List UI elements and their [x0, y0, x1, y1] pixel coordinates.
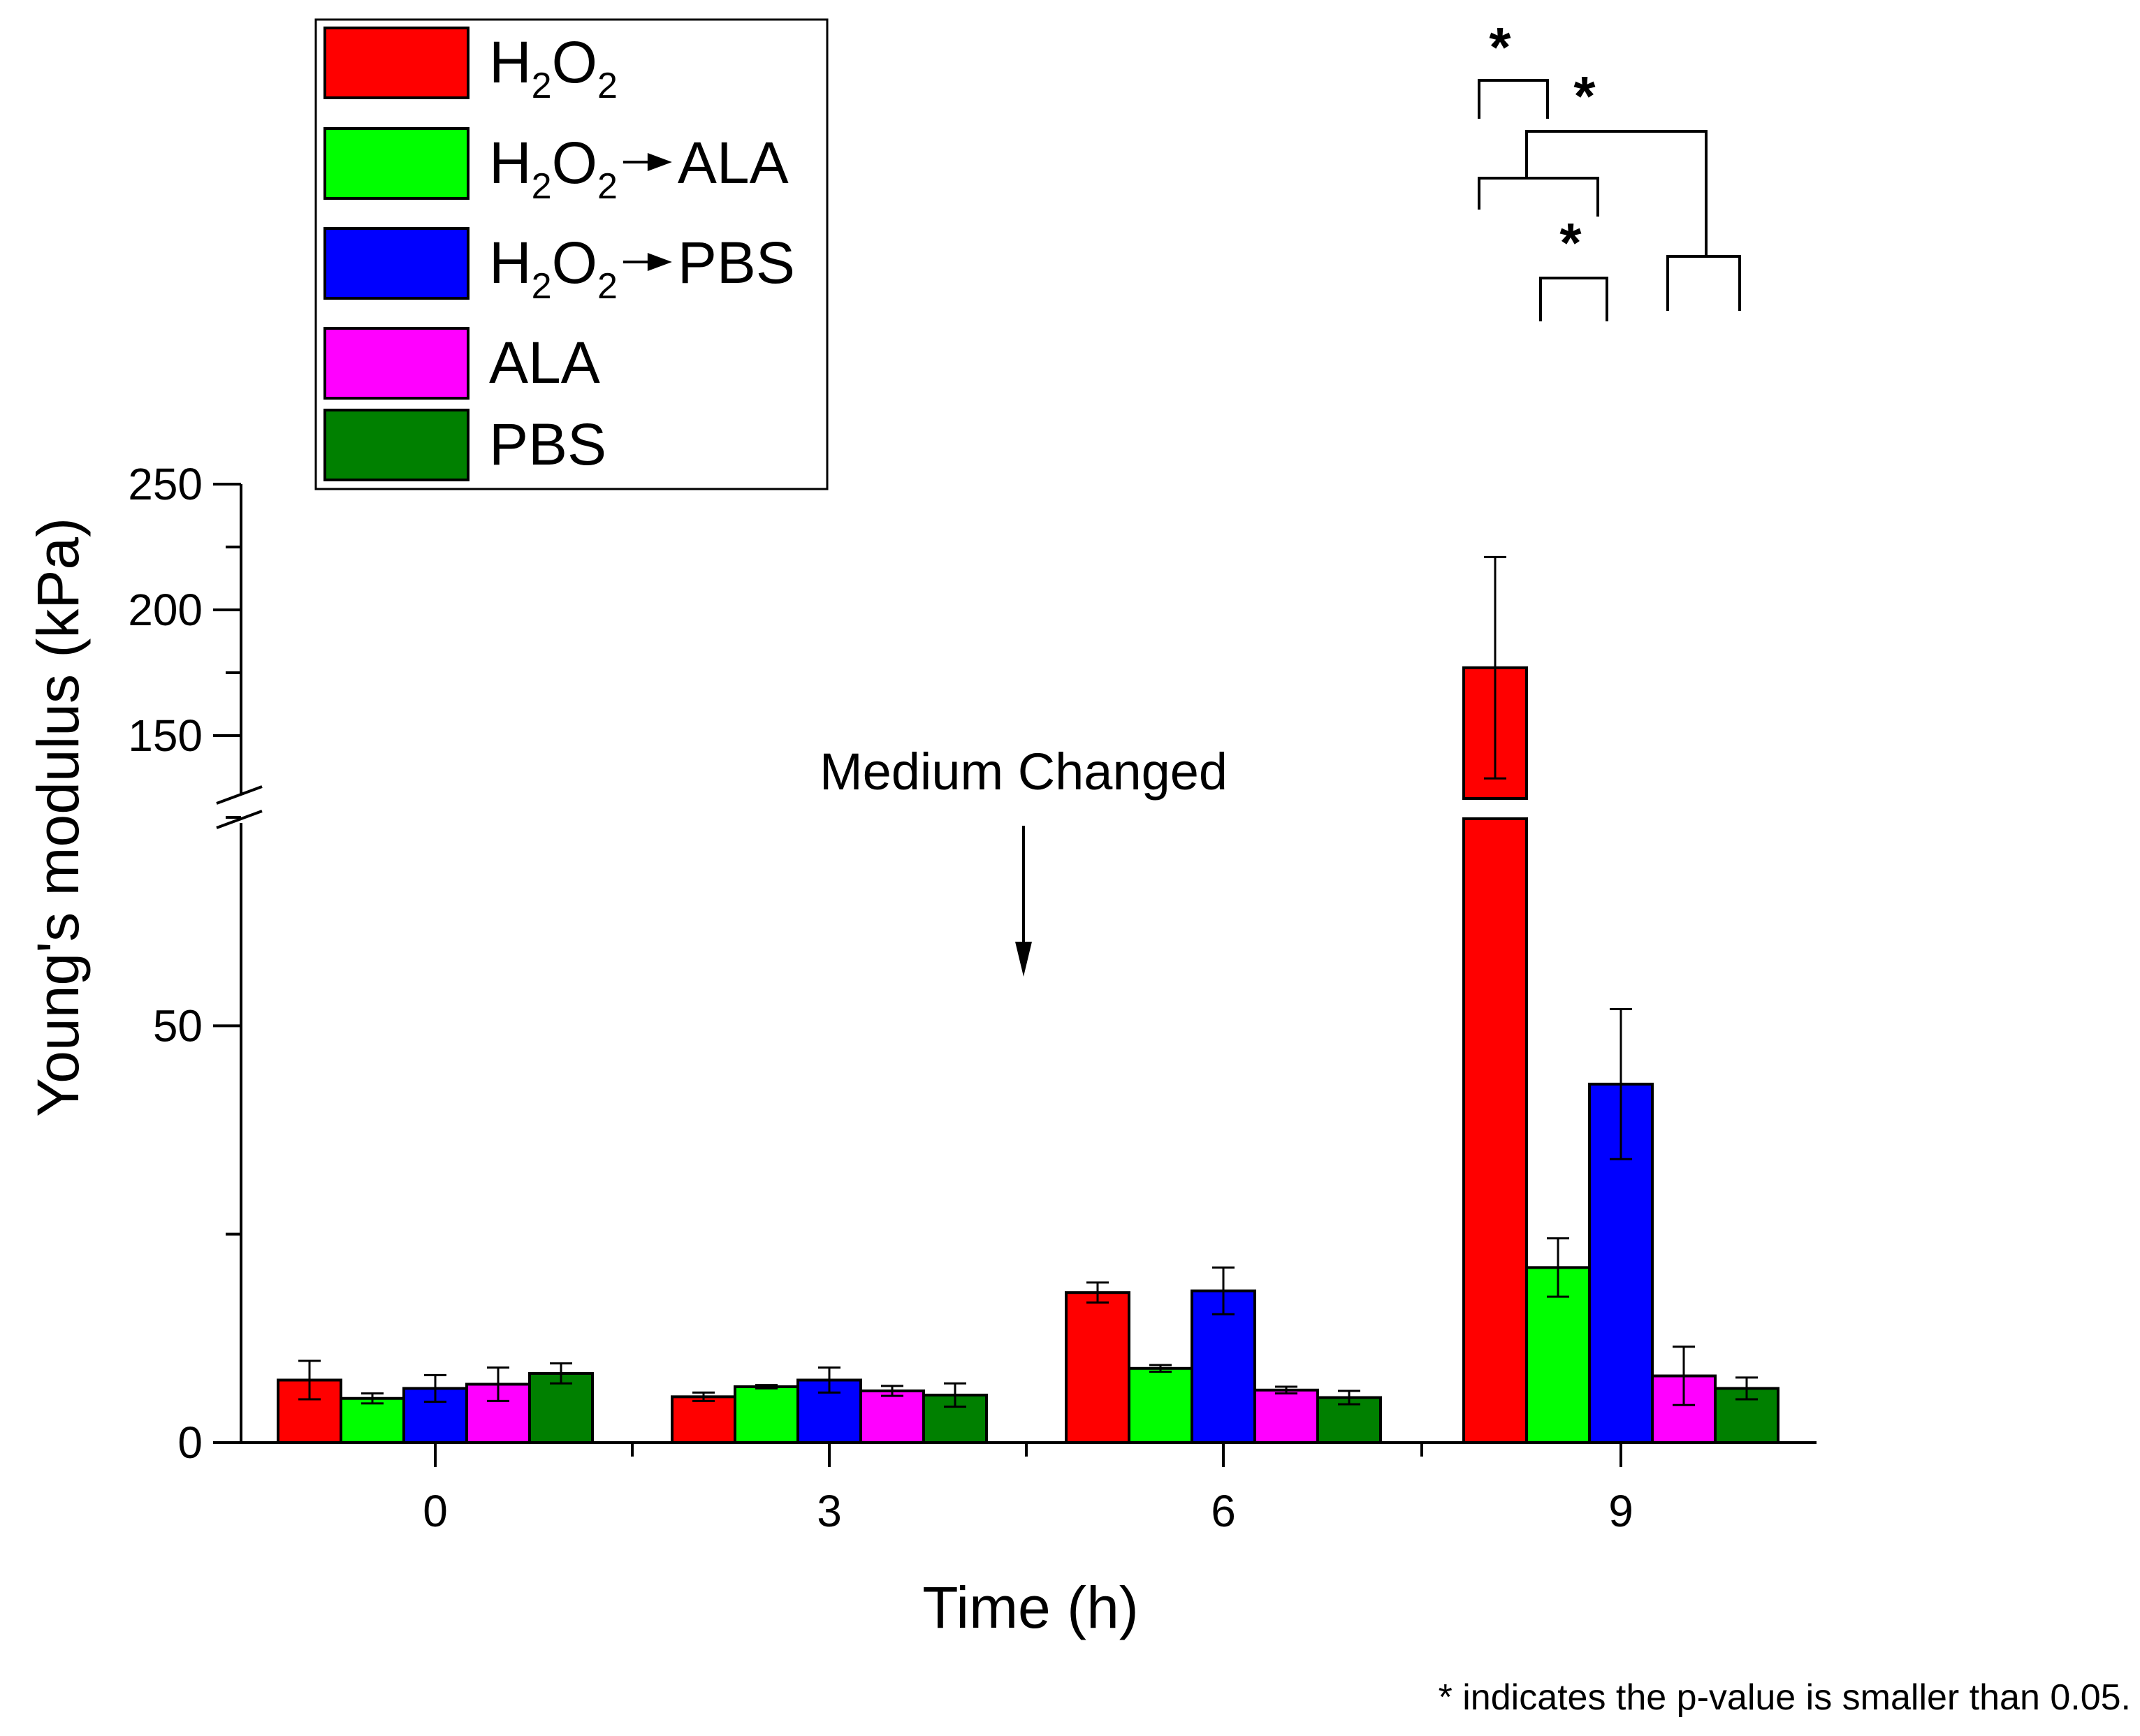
significance-star-2: *	[1573, 65, 1596, 127]
legend-label-H2O2: H2O2	[489, 29, 618, 106]
legend-swatch-H2O2→ALA	[323, 127, 470, 200]
bar-H2O2→ALA-3	[734, 1385, 799, 1444]
bar-H2O2→PBS-6	[1191, 1289, 1256, 1445]
legend-swatch-H2O2	[323, 27, 470, 99]
legend-label-PBS: PBS	[489, 411, 606, 477]
x-tick-label-0: 0	[423, 1486, 448, 1536]
legend-label-H2O2→ALA: H2O2	[489, 130, 618, 207]
legend-label-tail-H2O2→PBS: PBS	[678, 230, 795, 296]
sig-bracket-3	[1525, 130, 1708, 255]
legend-swatch-PBS	[323, 409, 470, 481]
legend-arrow-head-H2O2→PBS	[647, 253, 672, 271]
bar-H2O2→ALA-6	[1128, 1366, 1193, 1444]
sig-bracket-5	[1666, 255, 1741, 311]
y-axis-title: Young's modulus (kPa)	[25, 518, 91, 1117]
bar-H2O2-9-lower	[1462, 817, 1528, 1444]
legend-label-ALA: ALA	[489, 330, 600, 395]
bars-layer	[277, 555, 1779, 1445]
axis-break-mark-bottom	[216, 810, 263, 829]
sig-bracket-2	[1478, 177, 1599, 217]
legend: H2O2 H2O2 ALA H2O2 PBS ALA PBS	[314, 18, 829, 490]
annotations-layer: Medium Changed * * * * indicates the p-value…	[820, 16, 2131, 1718]
y-tick-label-150: 150	[128, 710, 203, 761]
significance-star-3: *	[1559, 212, 1582, 274]
legend-label-tail-H2O2→ALA: ALA	[678, 130, 789, 196]
bar-ALA-6	[1253, 1388, 1319, 1444]
medium-changed-label: Medium Changed	[820, 743, 1228, 801]
axis-break-mark-top	[216, 785, 263, 805]
x-axis-title: Time (h)	[922, 1575, 1139, 1640]
legend-swatch-H2O2→PBS	[323, 227, 470, 300]
y-tick-label-0: 0	[177, 1417, 203, 1468]
legend-swatch-ALA	[323, 327, 470, 400]
footnote: * indicates the p-value is smaller than …	[1439, 1677, 2131, 1718]
y-tick-label-250: 250	[128, 459, 203, 509]
bar-H2O2-6	[1065, 1291, 1130, 1444]
sig-bracket-4	[1539, 277, 1608, 321]
x-tick-label-3: 3	[817, 1486, 842, 1536]
y-tick-label-50: 50	[153, 1000, 203, 1051]
legend-arrow-head-H2O2→ALA	[647, 153, 672, 171]
y-tick-label-200: 200	[128, 585, 203, 635]
bar-H2O2-3	[671, 1395, 736, 1445]
legend-label-H2O2→PBS: H2O2	[489, 230, 618, 307]
axes-layer: 0 50 150 200 250 0 3 6 9 Time (h) Young's modulus …	[25, 459, 1817, 1640]
bar-ALA-3	[859, 1389, 925, 1444]
x-tick-label-6: 6	[1211, 1486, 1236, 1536]
sig-bracket-1	[1478, 79, 1549, 119]
medium-changed-arrow-head	[1015, 942, 1032, 977]
significance-star-1: *	[1489, 16, 1511, 78]
bar-H2O2→ALA-0	[340, 1396, 405, 1444]
x-tick-label-9: 9	[1608, 1486, 1633, 1536]
